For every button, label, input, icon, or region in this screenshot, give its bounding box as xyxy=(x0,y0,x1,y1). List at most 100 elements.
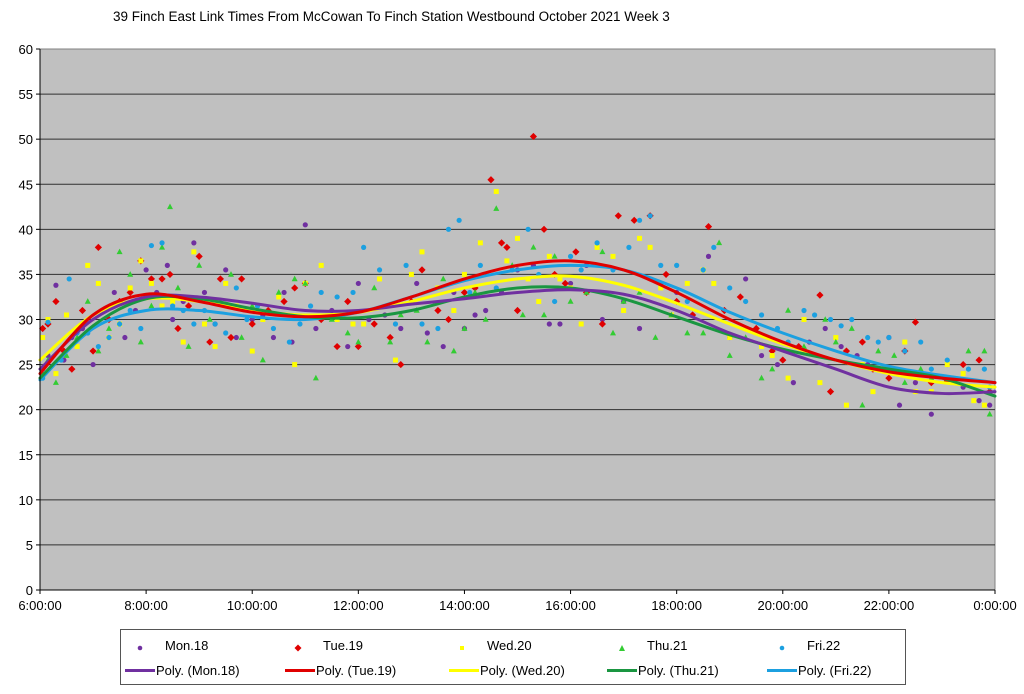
data-point xyxy=(493,188,499,194)
data-point xyxy=(529,132,538,141)
data-point xyxy=(370,320,378,328)
data-point xyxy=(354,342,362,351)
data-point xyxy=(361,321,367,327)
data-point xyxy=(281,289,287,296)
y-tick-label: 20 xyxy=(19,403,33,418)
data-point xyxy=(482,316,489,322)
data-point xyxy=(594,244,600,250)
y-tick-label: 50 xyxy=(19,132,33,147)
data-point xyxy=(106,334,112,341)
data-point xyxy=(355,338,362,345)
y-axis-ticks: 0 5 10 15 20 25 30 35 40 45 50 55 60 xyxy=(19,42,40,598)
data-point xyxy=(64,312,70,318)
data-point xyxy=(816,291,824,299)
data-point xyxy=(170,316,176,323)
data-point xyxy=(817,380,823,386)
data-point xyxy=(122,334,128,341)
data-point xyxy=(858,338,866,346)
data-point xyxy=(66,276,72,282)
data-point xyxy=(195,252,203,260)
legend-marker-wed xyxy=(449,641,479,651)
data-point xyxy=(896,402,903,408)
data-point xyxy=(826,388,835,396)
data-point xyxy=(911,318,920,326)
data-point xyxy=(174,324,182,333)
data-point xyxy=(158,275,166,283)
data-point xyxy=(636,289,643,295)
data-point xyxy=(838,343,844,350)
data-point xyxy=(424,338,431,345)
y-tick-label: 25 xyxy=(19,358,33,373)
data-point xyxy=(886,334,892,341)
data-point xyxy=(833,335,839,341)
data-point xyxy=(371,284,378,291)
data-point xyxy=(801,307,807,314)
legend-label-poly-tue: Poly. (Tue.19) xyxy=(316,663,397,678)
data-point xyxy=(434,306,442,315)
data-point xyxy=(790,380,796,386)
data-point xyxy=(344,329,351,336)
data-point xyxy=(318,289,324,296)
trendline-Mon.18 xyxy=(38,288,997,396)
data-point xyxy=(472,312,478,318)
legend-label-fri: Fri.22 xyxy=(807,638,841,653)
data-point xyxy=(981,402,987,408)
data-point xyxy=(196,262,203,268)
data-point xyxy=(143,267,149,273)
data-point xyxy=(801,343,807,349)
data-point xyxy=(530,244,537,250)
data-point xyxy=(736,293,744,301)
data-point xyxy=(976,398,982,404)
data-point xyxy=(700,329,707,336)
data-point xyxy=(843,402,849,408)
data-point xyxy=(960,371,966,377)
legend-item-poly-thu: Poly. (Thu.21) xyxy=(607,663,719,678)
data-point xyxy=(965,366,972,372)
legend-marker-tue xyxy=(285,641,315,651)
y-tick-label: 35 xyxy=(19,267,33,282)
data-point xyxy=(249,302,256,309)
legend-item-poly-mon: Poly. (Mon.18) xyxy=(125,663,240,678)
legend-item-mon: Mon.18 xyxy=(127,638,208,653)
data-point xyxy=(105,325,112,331)
data-point xyxy=(647,244,653,250)
data-point xyxy=(662,270,670,279)
data-point xyxy=(270,325,277,332)
data-point xyxy=(647,213,653,219)
data-point xyxy=(540,225,548,233)
data-point xyxy=(801,317,807,322)
data-point xyxy=(456,217,462,223)
data-point xyxy=(785,375,791,381)
data-point xyxy=(769,353,775,359)
data-point xyxy=(561,279,569,288)
data-point xyxy=(127,285,133,291)
data-point xyxy=(711,280,717,286)
data-point xyxy=(503,243,511,251)
data-point xyxy=(166,270,174,279)
data-point xyxy=(975,356,983,364)
data-point xyxy=(598,320,606,328)
data-point xyxy=(711,244,717,250)
data-point xyxy=(981,366,987,372)
data-point xyxy=(297,321,303,327)
data-point xyxy=(95,343,101,350)
data-point xyxy=(461,325,468,331)
data-point xyxy=(185,343,192,349)
data-point xyxy=(445,226,452,232)
data-point xyxy=(307,303,314,309)
legend-item-fri: Fri.22 xyxy=(769,638,840,653)
data-point xyxy=(392,357,398,363)
data-point xyxy=(483,307,489,314)
data-point xyxy=(779,356,787,364)
data-point xyxy=(403,262,409,268)
y-tick-label: 60 xyxy=(19,42,33,57)
data-point xyxy=(716,239,723,246)
data-point xyxy=(159,240,165,246)
data-point xyxy=(148,280,154,286)
data-point xyxy=(567,253,574,259)
data-point xyxy=(126,288,134,297)
data-point xyxy=(244,316,250,323)
data-point xyxy=(572,248,580,256)
data-point xyxy=(822,325,828,332)
data-point xyxy=(238,334,245,340)
